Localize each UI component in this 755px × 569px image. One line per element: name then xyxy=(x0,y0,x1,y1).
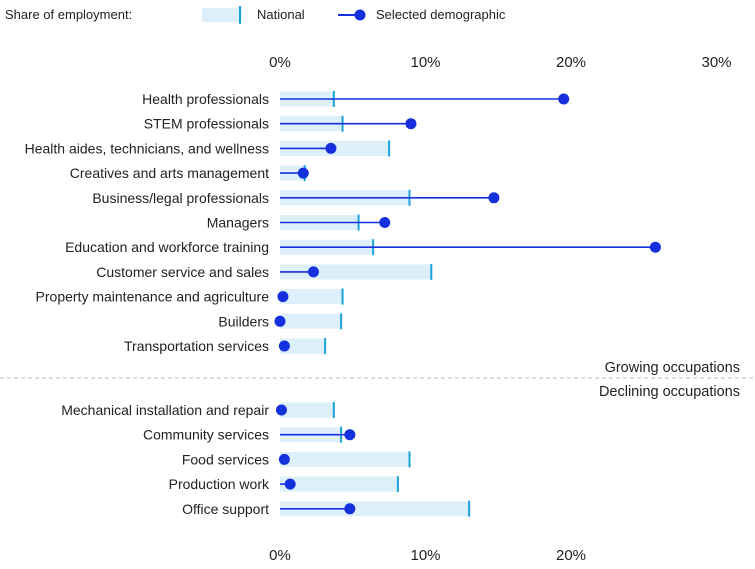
chart-row: Office support xyxy=(182,500,471,517)
demographic-dot xyxy=(297,167,309,179)
chart-row: Food services xyxy=(182,451,411,468)
legend-demographic-label: Selected demographic xyxy=(376,7,506,22)
legend-national-swatch xyxy=(202,8,242,22)
demographic-dot xyxy=(274,315,286,327)
legend-national-label: National xyxy=(257,7,305,22)
category-label: Transportation services xyxy=(124,338,269,354)
national-bar xyxy=(280,501,470,517)
legend-demographic-dot xyxy=(354,9,366,21)
chart-row: Health professionals xyxy=(142,91,570,107)
chart-row: Customer service and sales xyxy=(96,263,433,280)
category-label: Food services xyxy=(182,451,269,467)
chart-row: Managers xyxy=(207,214,391,231)
chart-row: Community services xyxy=(143,426,356,443)
demographic-dot xyxy=(307,266,319,278)
national-bar xyxy=(280,402,334,418)
chart-row: Property maintenance and agriculture xyxy=(36,288,344,305)
national-bar xyxy=(280,313,342,329)
national-bar xyxy=(280,338,326,354)
national-bar xyxy=(280,289,343,305)
demographic-dot xyxy=(649,241,661,253)
demographic-dot xyxy=(344,503,356,515)
category-label: Mechanical installation and repair xyxy=(61,402,269,418)
demographic-dot xyxy=(277,291,289,303)
top-axis: 0% 10% 20% 30% xyxy=(269,54,731,71)
legend: Share of employment: National Selected d… xyxy=(5,6,506,24)
group-label-growing: Growing occupations xyxy=(605,360,740,376)
national-bar xyxy=(280,451,410,467)
category-label: Community services xyxy=(143,427,269,443)
x-tick-label: 20% xyxy=(556,547,586,564)
chart-row: Production work xyxy=(169,476,399,493)
demographic-dot xyxy=(325,142,337,154)
demographic-dot xyxy=(379,217,391,228)
demographic-dot xyxy=(278,340,290,352)
x-tick-label: 10% xyxy=(410,547,440,564)
x-tick-label: 10% xyxy=(410,54,440,71)
category-label: Creatives and arts management xyxy=(70,165,269,181)
category-label: Managers xyxy=(207,215,269,231)
chart-row: Mechanical installation and repair xyxy=(61,402,335,418)
national-bar xyxy=(280,476,398,492)
category-label: Health aides, technicians, and wellness xyxy=(25,140,269,156)
chart-row: Health aides, technicians, and wellness xyxy=(25,140,391,157)
bottom-axis: 0% 10% 20% xyxy=(269,547,586,564)
category-label: Customer service and sales xyxy=(96,264,269,280)
category-label: STEM professionals xyxy=(144,116,269,132)
national-bar xyxy=(280,264,432,280)
legend-title: Share of employment: xyxy=(5,7,132,22)
chart-rows: Health professionals STEM professionals He… xyxy=(25,91,661,517)
chart-row: Builders xyxy=(218,313,343,330)
x-tick-label: 0% xyxy=(269,54,291,71)
group-label-declining: Declining occupations xyxy=(599,384,740,400)
chart-row: Business/legal professionals xyxy=(92,189,500,206)
x-tick-label: 30% xyxy=(701,54,731,71)
demographic-dot xyxy=(278,453,290,465)
category-label: Education and workforce training xyxy=(65,239,269,255)
category-label: Office support xyxy=(182,501,269,517)
category-label: Health professionals xyxy=(142,91,269,107)
chart-row: Transportation services xyxy=(124,338,327,354)
x-tick-label: 20% xyxy=(556,54,586,71)
demographic-dot xyxy=(344,429,356,441)
category-label: Business/legal professionals xyxy=(92,190,269,206)
demographic-dot xyxy=(275,404,287,416)
chart-row: Creatives and arts management xyxy=(70,165,309,182)
category-label: Builders xyxy=(218,313,269,329)
category-label: Property maintenance and agriculture xyxy=(36,289,270,305)
chart-row: STEM professionals xyxy=(144,115,417,132)
x-tick-label: 0% xyxy=(269,547,291,564)
category-label: Production work xyxy=(169,476,270,492)
demographic-dot xyxy=(558,93,570,105)
demographic-dot xyxy=(488,192,500,204)
demographic-dot xyxy=(405,118,417,130)
demographic-dot xyxy=(284,478,296,490)
chart-row: Education and workforce training xyxy=(65,239,661,256)
